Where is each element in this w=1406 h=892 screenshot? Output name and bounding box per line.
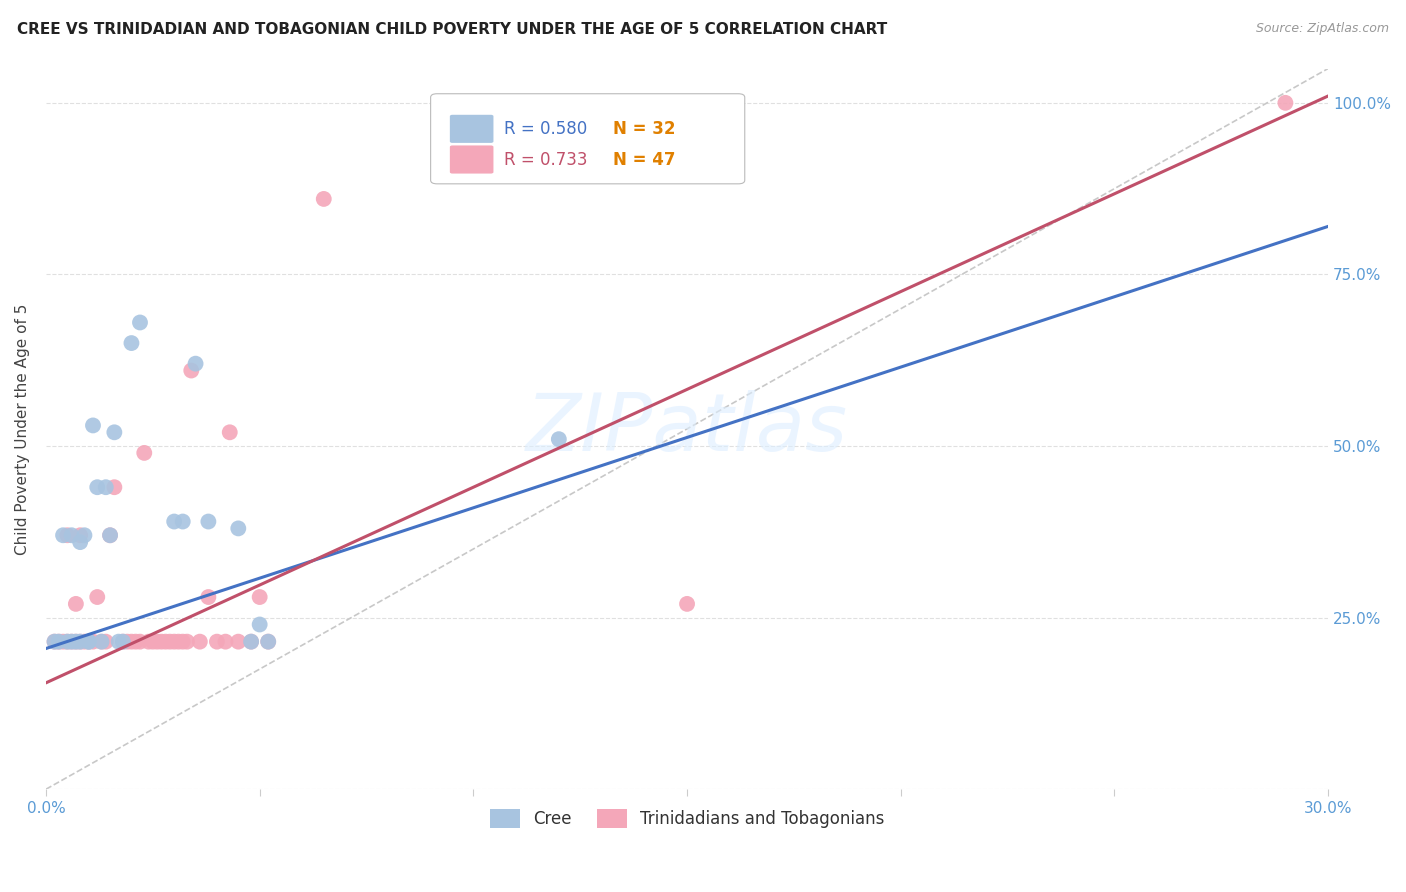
Point [197,590,219,604]
Text: CREE VS TRINIDADIAN AND TOBAGONIAN CHILD POVERTY UNDER THE AGE OF 5 CORRELATION : CREE VS TRINIDADIAN AND TOBAGONIAN CHILD… [17,22,887,37]
Point [134,446,156,460]
Text: N = 47: N = 47 [613,151,675,169]
Point [77,634,100,648]
Point [56,634,79,648]
Point [60,634,83,648]
Point [163,515,186,529]
Point [69,634,91,648]
Point [48,634,70,648]
Point [240,634,263,648]
Point [52,634,75,648]
Point [125,634,148,648]
Point [82,418,104,433]
Point [90,634,112,648]
Point [82,634,104,648]
Point [120,634,142,648]
Text: R = 0.580: R = 0.580 [503,120,586,138]
Point [44,634,66,648]
Point [163,634,186,648]
Point [205,634,228,648]
Point [65,634,87,648]
Point [249,590,271,604]
Text: N = 32: N = 32 [613,120,675,138]
Point [94,480,117,494]
Point [214,634,236,648]
Point [547,432,569,446]
Point [226,521,249,535]
Text: Source: ZipAtlas.com: Source: ZipAtlas.com [1256,22,1389,36]
Point [188,634,211,648]
Point [249,617,271,632]
Point [111,634,134,648]
Legend: Cree, Trinidadians and Tobagonians: Cree, Trinidadians and Tobagonians [484,803,891,835]
Point [115,634,138,648]
Point [103,480,125,494]
Point [172,515,194,529]
Text: ZIPatlas: ZIPatlas [526,390,848,468]
Point [257,634,280,648]
FancyBboxPatch shape [430,94,745,184]
Point [176,634,198,648]
Point [69,634,91,648]
Point [155,634,177,648]
Point [69,535,91,549]
Point [257,634,280,648]
Point [94,634,117,648]
Point [146,634,169,648]
Point [120,336,142,351]
Y-axis label: Child Poverty Under the Age of 5: Child Poverty Under the Age of 5 [15,303,30,555]
Point [107,634,129,648]
Point [65,597,87,611]
Point [60,528,83,542]
Point [73,528,96,542]
Point [180,363,202,377]
FancyBboxPatch shape [450,115,494,143]
Point [167,634,190,648]
Point [65,634,87,648]
Point [150,634,173,648]
Point [226,634,249,648]
Point [52,528,75,542]
Point [56,634,79,648]
Point [172,634,194,648]
Point [98,528,121,542]
Point [86,590,108,604]
Point [77,634,100,648]
Point [1274,95,1296,110]
Point [86,480,108,494]
Point [103,425,125,440]
Point [73,634,96,648]
Point [676,597,699,611]
Point [129,634,152,648]
Point [142,634,165,648]
Point [240,634,263,648]
Point [56,528,79,542]
Point [159,634,181,648]
Point [197,515,219,529]
Point [77,634,100,648]
Point [312,192,335,206]
Point [111,634,134,648]
Point [98,528,121,542]
Point [612,95,634,110]
Point [90,634,112,648]
Point [60,634,83,648]
Point [218,425,240,440]
FancyBboxPatch shape [450,145,494,174]
Point [44,634,66,648]
Point [69,528,91,542]
Text: R = 0.733: R = 0.733 [503,151,588,169]
Point [48,634,70,648]
Point [184,357,207,371]
Point [129,316,152,330]
Point [138,634,160,648]
